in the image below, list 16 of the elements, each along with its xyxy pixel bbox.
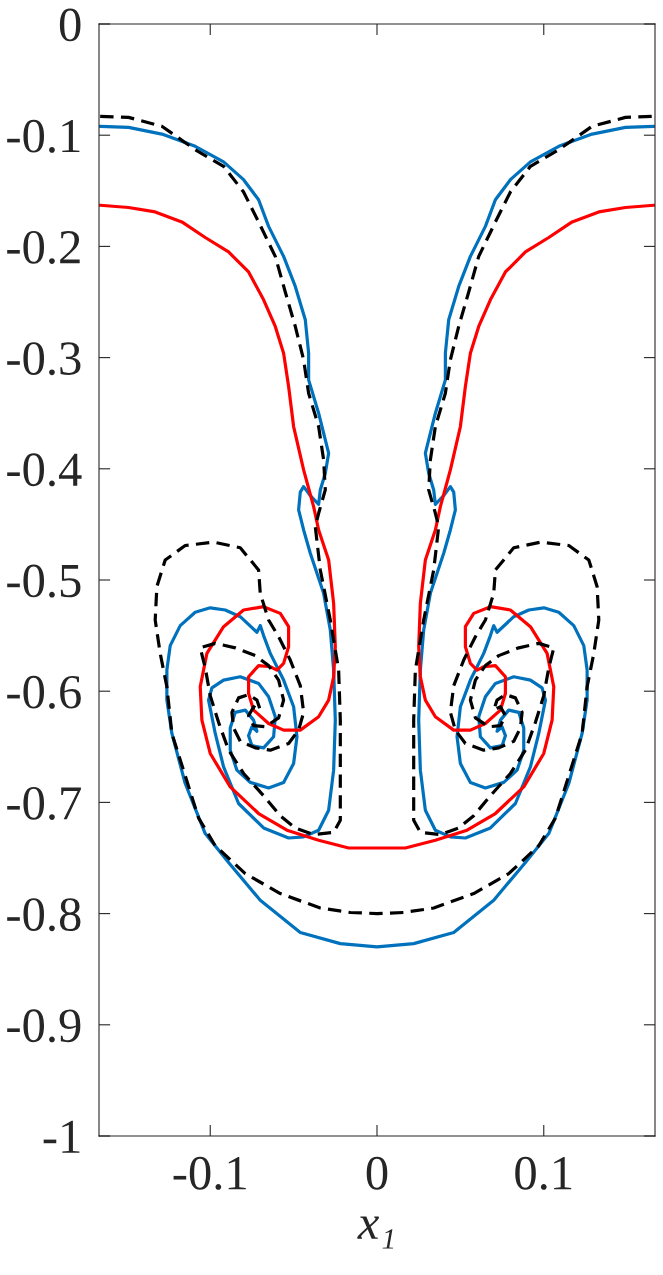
y-tick-label: -0.4 xyxy=(7,453,82,487)
y-tick-label: -0.9 xyxy=(7,1009,81,1043)
y-tick-label: -0.2 xyxy=(7,230,80,264)
y-tick-label: -0.7 xyxy=(7,786,81,820)
x-tick-label: -0.1 xyxy=(173,1156,246,1190)
x-tick-label: 0 xyxy=(366,1156,388,1190)
y-tick-label: -0.5 xyxy=(7,564,81,598)
y-tick-label: -0.1 xyxy=(7,119,80,153)
y-tick-label: -1 xyxy=(43,1120,80,1153)
y-tick-label: -0.3 xyxy=(7,342,81,376)
x-tick-label: 0.1 xyxy=(515,1156,572,1190)
line-series xyxy=(99,203,655,850)
y-tick-label: 0 xyxy=(59,8,81,42)
x-axis-title: x₁ xyxy=(357,1216,394,1249)
y-tick-label: -0.8 xyxy=(7,898,81,932)
y-tick-label: -0.6 xyxy=(7,675,81,709)
